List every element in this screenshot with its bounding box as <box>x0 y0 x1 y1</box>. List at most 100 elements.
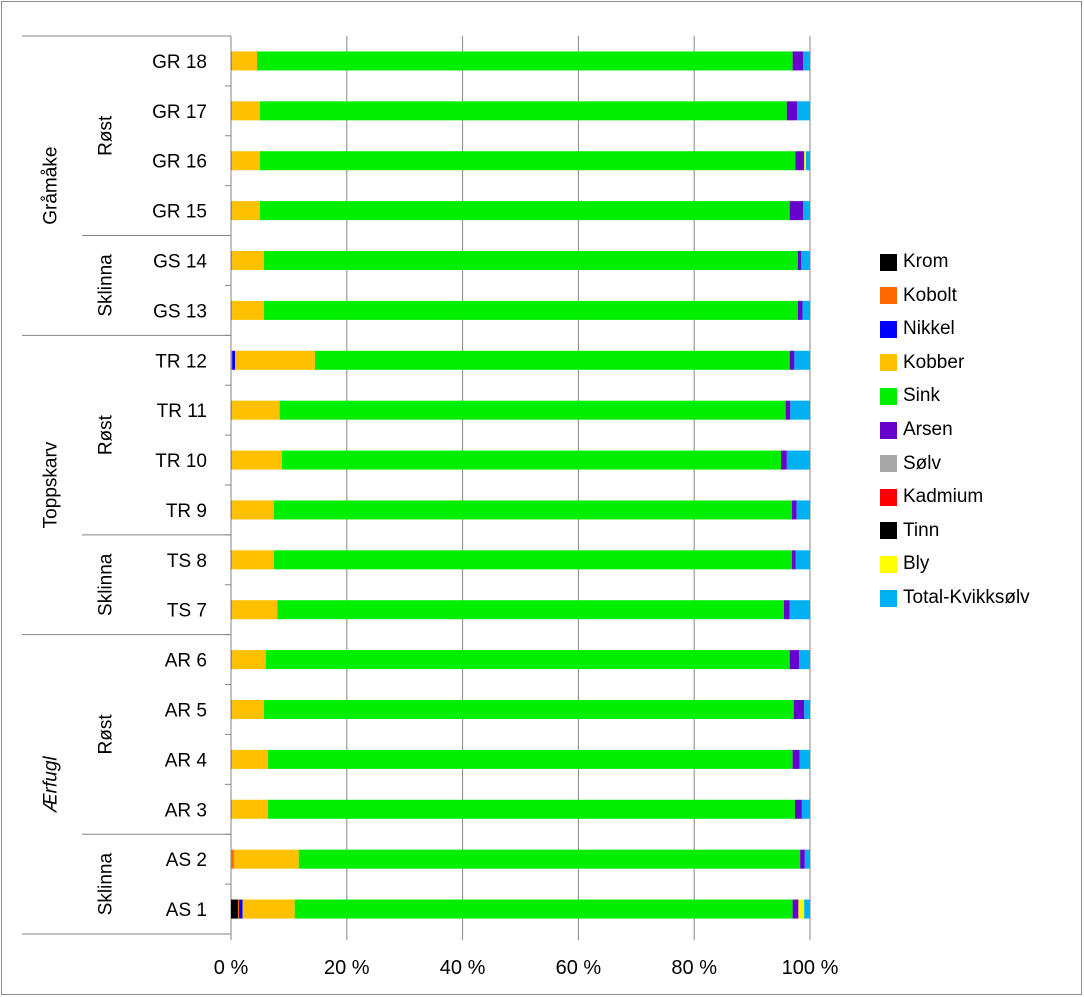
bar-segment <box>231 849 234 869</box>
bar-segment <box>789 201 804 221</box>
bar-segment <box>800 849 805 869</box>
x-tick-label: 40 % <box>440 957 486 979</box>
location-label: Røst <box>96 414 117 455</box>
bar-segment <box>277 600 784 620</box>
bar-segment <box>232 500 274 520</box>
species-label: Ærfugl <box>41 756 62 814</box>
bar-segment <box>789 350 795 370</box>
location-label: Røst <box>96 714 117 755</box>
bar-segment <box>232 300 265 320</box>
bar-segment <box>231 749 233 769</box>
category-label: GS 13 <box>153 301 207 322</box>
bar-segment <box>797 300 803 320</box>
category-label: GR 18 <box>152 52 207 73</box>
legend-item: Kobber <box>880 351 964 375</box>
bar-segment <box>259 151 796 171</box>
category-label: GR 17 <box>152 102 207 123</box>
legend-item: Bly <box>880 552 929 576</box>
legend-swatch <box>880 287 897 305</box>
bar-segment <box>242 899 295 919</box>
bar-segment <box>786 101 798 121</box>
bar-segment <box>257 51 793 71</box>
x-tick-label: 0 % <box>214 957 249 979</box>
bar-segment <box>298 849 801 869</box>
bar-segment <box>804 849 810 869</box>
bar-segment <box>314 350 790 370</box>
legend-swatch <box>880 555 897 573</box>
legend-label: Bly <box>903 553 930 575</box>
category-label: TR 10 <box>155 451 207 472</box>
location-label: Røst <box>96 115 117 156</box>
bar-segment <box>231 500 233 520</box>
bar-segment <box>279 400 786 420</box>
category-label: AS 2 <box>166 850 207 871</box>
bar-segment <box>232 51 258 71</box>
bar-segment <box>792 500 797 520</box>
legend-label: Total-Kvikksølv <box>903 587 1030 608</box>
legend-label: Krom <box>903 251 949 272</box>
legend-label: Sink <box>903 385 940 407</box>
legend-label: Kobber <box>903 351 965 373</box>
bar-segment <box>789 600 810 620</box>
bar-segment <box>785 400 791 420</box>
bar-segment <box>805 151 810 171</box>
category-label: AR 4 <box>165 750 208 771</box>
legend-label: Sølv <box>903 452 941 474</box>
bar-segment <box>781 450 787 470</box>
bar-segment <box>231 550 233 570</box>
bar-segment <box>804 899 810 919</box>
bar-segment <box>232 450 282 470</box>
legend-item: Sølv <box>880 452 941 476</box>
x-tick-label: 60 % <box>556 957 602 979</box>
legend-swatch <box>880 421 897 439</box>
x-tick-label: 100 % <box>782 957 839 979</box>
bar-segment <box>231 400 233 420</box>
category-label: GS 14 <box>153 252 207 273</box>
bar-segment <box>231 899 238 919</box>
legend-item: Total-Kvikksølv <box>880 586 1030 610</box>
bar-segment <box>797 101 810 121</box>
legend-item: Kobolt <box>880 284 957 308</box>
location-label: Sklinna <box>96 553 117 616</box>
bar-segment <box>273 550 793 570</box>
legend-swatch <box>880 387 897 405</box>
legend-item: Arsen <box>880 418 953 442</box>
x-tick-label: 80 % <box>671 957 717 979</box>
bar-segment <box>232 400 280 420</box>
bar-segment <box>231 600 233 620</box>
location-label: Sklinna <box>96 254 117 317</box>
bar-segment <box>795 151 805 171</box>
bar-segment <box>792 550 796 570</box>
bar-segment <box>281 450 782 470</box>
legend-label: Tinn <box>903 519 940 541</box>
bar-segment <box>231 51 233 71</box>
bar-segment <box>801 799 810 819</box>
bar-segment <box>232 151 260 171</box>
bar-segment <box>792 51 804 71</box>
bar-segment <box>231 151 233 171</box>
bar-segment <box>237 899 240 919</box>
bar-segment <box>792 749 800 769</box>
category-label: TS 8 <box>167 551 207 572</box>
category-label: AR 3 <box>165 800 207 821</box>
category-label: TS 7 <box>167 601 207 622</box>
bar-segment <box>239 899 243 919</box>
bar-segment <box>801 251 810 270</box>
bar-segment <box>789 650 799 670</box>
species-label: Gråmåke <box>41 147 62 225</box>
legend-label: Arsen <box>903 419 953 440</box>
category-label: AS 1 <box>166 900 207 921</box>
bar-segment <box>802 300 810 320</box>
bar-segment <box>232 749 269 769</box>
bar-segment <box>792 899 799 919</box>
bar-segment <box>264 251 798 270</box>
location-label: Sklinna <box>96 853 117 916</box>
legend-swatch <box>880 589 897 607</box>
bar-segment <box>235 350 315 370</box>
bar-segment <box>231 201 233 221</box>
legend-item: Krom <box>880 250 948 274</box>
bar-segment <box>231 251 233 270</box>
legend-label: Kadmium <box>903 486 984 508</box>
bar-segment <box>231 101 233 121</box>
category-label: TR 12 <box>155 351 207 372</box>
